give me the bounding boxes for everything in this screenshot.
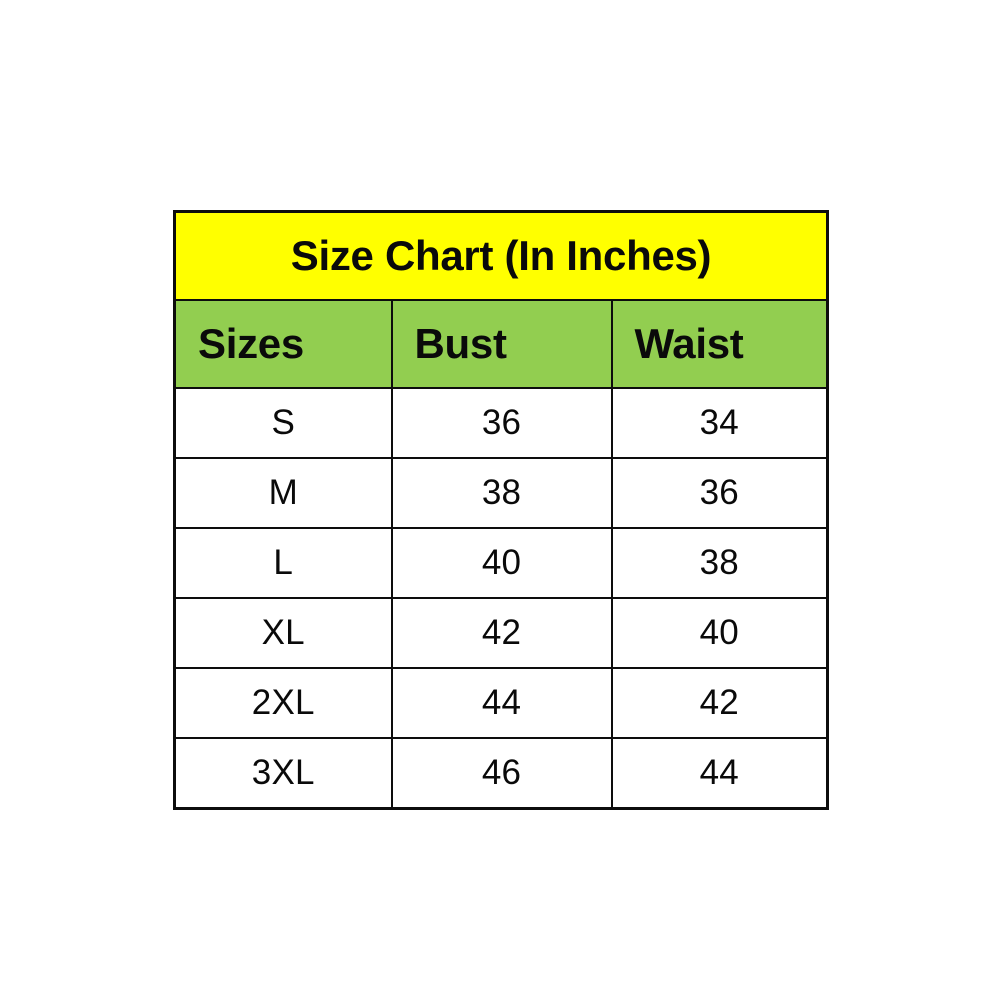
chart-title-row: Size Chart (In Inches) — [173, 210, 829, 301]
cell-waist: 42 — [610, 667, 829, 739]
size-chart-table: Size Chart (In Inches) Sizes Bust Waist … — [173, 210, 830, 810]
cell-size: L — [173, 527, 393, 599]
cell-size: 3XL — [173, 737, 393, 810]
cell-bust: 36 — [390, 387, 613, 459]
cell-size: S — [173, 387, 393, 459]
cell-bust: 44 — [390, 667, 613, 739]
cell-size: 2XL — [173, 667, 393, 739]
table-row: 2XL 44 42 — [173, 667, 829, 739]
cell-waist: 34 — [610, 387, 829, 459]
table-row: L 40 38 — [173, 527, 829, 599]
size-chart-body: Size Chart (In Inches) Sizes Bust Waist … — [173, 210, 829, 810]
size-chart-container: Size Chart (In Inches) Sizes Bust Waist … — [173, 210, 830, 810]
column-header-waist: Waist — [610, 299, 829, 389]
column-header-sizes: Sizes — [173, 299, 393, 389]
table-row: S 36 34 — [173, 387, 829, 459]
cell-waist: 38 — [610, 527, 829, 599]
cell-bust: 46 — [390, 737, 613, 810]
chart-title: Size Chart (In Inches) — [173, 210, 829, 301]
cell-waist: 40 — [610, 597, 829, 669]
cell-bust: 38 — [390, 457, 613, 529]
cell-waist: 44 — [610, 737, 829, 810]
column-header-bust: Bust — [390, 299, 613, 389]
cell-bust: 40 — [390, 527, 613, 599]
table-row: 3XL 46 44 — [173, 737, 829, 810]
cell-size: XL — [173, 597, 393, 669]
cell-size: M — [173, 457, 393, 529]
table-row: M 38 36 — [173, 457, 829, 529]
cell-waist: 36 — [610, 457, 829, 529]
cell-bust: 42 — [390, 597, 613, 669]
column-header-row: Sizes Bust Waist — [173, 299, 829, 389]
table-row: XL 42 40 — [173, 597, 829, 669]
